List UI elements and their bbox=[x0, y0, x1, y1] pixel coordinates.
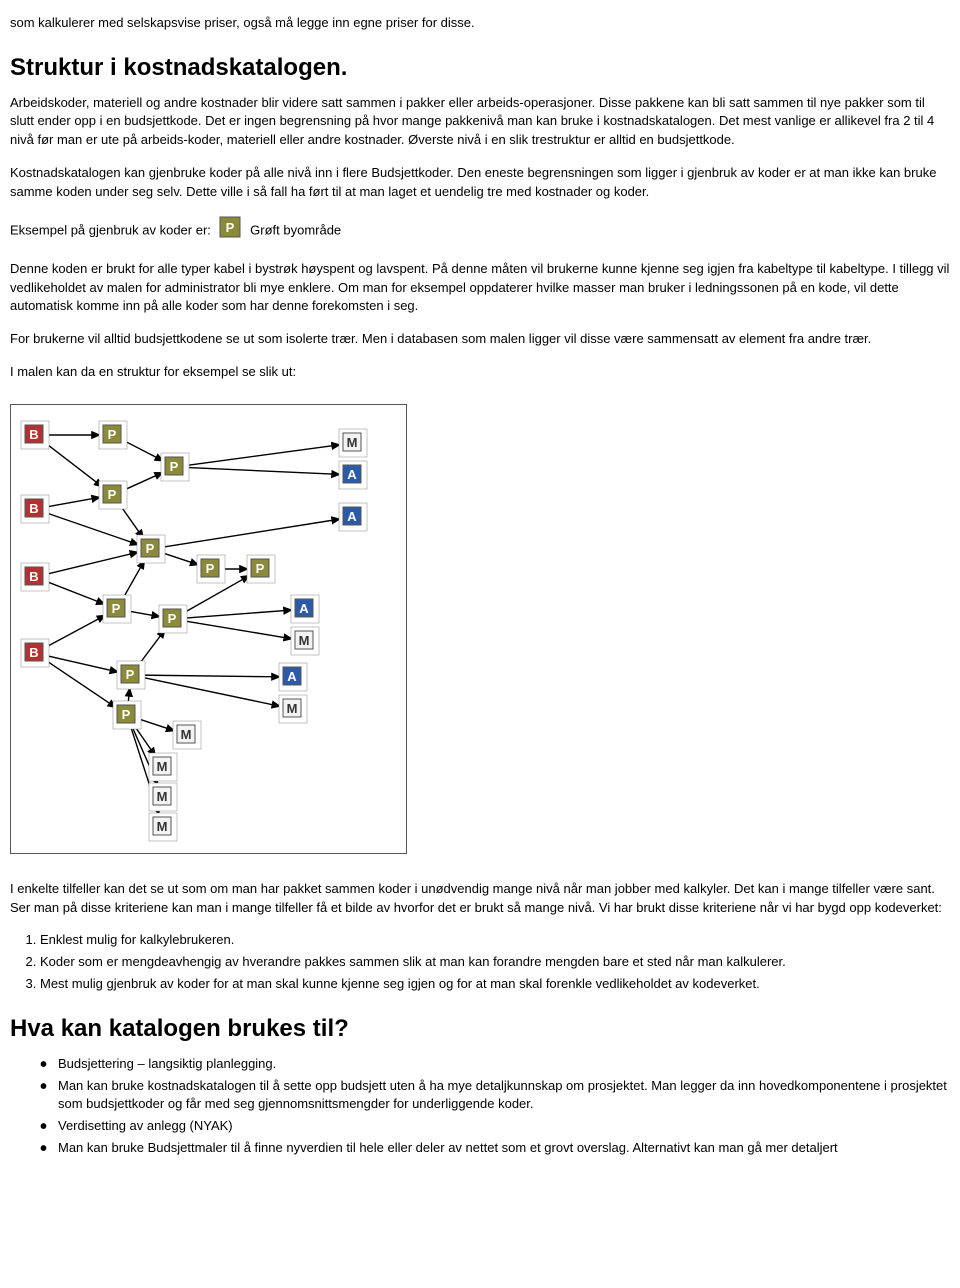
diagram-node-m1: M bbox=[339, 429, 367, 457]
svg-text:B: B bbox=[29, 645, 38, 660]
svg-text:P: P bbox=[206, 561, 215, 576]
diagram-node-m4: M bbox=[173, 721, 201, 749]
structure-diagram: BBBBPPPPPPPPPPMAAAMAMMMMM bbox=[10, 404, 407, 854]
uses-item-2: Man kan bruke kostnadskatalogen til å se… bbox=[40, 1077, 950, 1115]
heading-struktur: Struktur i kostnadskatalogen. bbox=[10, 51, 950, 86]
example-prefix: Eksempel på gjenbruk av koder er: bbox=[10, 222, 211, 237]
heading-hva-kan: Hva kan katalogen brukes til? bbox=[10, 1012, 950, 1047]
svg-text:M: M bbox=[299, 633, 310, 648]
para-struktur-5: I malen kan da en struktur for eksempel … bbox=[10, 363, 950, 382]
criteria-item-1: Enklest mulig for kalkylebrukeren. bbox=[40, 931, 950, 950]
para-struktur-3: Denne koden er brukt for alle typer kabe… bbox=[10, 260, 950, 317]
para-struktur-4: For brukerne vil alltid budsjettkodene s… bbox=[10, 330, 950, 349]
svg-text:P: P bbox=[122, 707, 131, 722]
diagram-node-p9: P bbox=[117, 661, 145, 689]
diagram-node-b2: B bbox=[21, 495, 49, 523]
svg-text:M: M bbox=[347, 435, 358, 450]
svg-text:P: P bbox=[108, 427, 117, 442]
diagram-node-b4: B bbox=[21, 639, 49, 667]
diagram-node-a2: A bbox=[339, 503, 367, 531]
svg-text:B: B bbox=[29, 501, 38, 516]
diagram-node-p7: P bbox=[103, 595, 131, 623]
svg-text:P: P bbox=[126, 667, 135, 682]
diagram-node-p1: P bbox=[99, 421, 127, 449]
diagram-node-a1: A bbox=[339, 461, 367, 489]
svg-text:A: A bbox=[347, 509, 357, 524]
diagram-node-b1: B bbox=[21, 421, 49, 449]
svg-text:A: A bbox=[287, 669, 297, 684]
criteria-item-2: Koder som er mengdeavhengig av hverandre… bbox=[40, 953, 950, 972]
svg-text:A: A bbox=[299, 601, 309, 616]
svg-text:P: P bbox=[108, 487, 117, 502]
diagram-node-b3: B bbox=[21, 563, 49, 591]
example-suffix: Grøft byområde bbox=[250, 222, 341, 237]
diagram-node-p8: P bbox=[159, 605, 187, 633]
diagram-node-m6: M bbox=[149, 783, 177, 811]
uses-item-1: Budsjettering – langsiktig planlegging. bbox=[40, 1055, 950, 1074]
svg-text:P: P bbox=[225, 220, 234, 235]
diagram-node-a3: A bbox=[291, 595, 319, 623]
para-criteria-intro: I enkelte tilfeller kan det se ut som om… bbox=[10, 880, 950, 918]
svg-text:M: M bbox=[157, 759, 168, 774]
svg-text:B: B bbox=[29, 427, 38, 442]
para-struktur-2: Kostnadskatalogen kan gjenbruke koder på… bbox=[10, 164, 950, 202]
diagram-node-p10: P bbox=[113, 701, 141, 729]
diagram-node-m3: M bbox=[279, 695, 307, 723]
diagram-node-p5: P bbox=[197, 555, 225, 583]
svg-text:M: M bbox=[181, 727, 192, 742]
diagram-node-a4: A bbox=[279, 663, 307, 691]
para-struktur-1: Arbeidskoder, materiell og andre kostnad… bbox=[10, 94, 950, 151]
svg-text:B: B bbox=[29, 569, 38, 584]
para-example: Eksempel på gjenbruk av koder er: P Grøf… bbox=[10, 216, 950, 246]
svg-text:M: M bbox=[157, 789, 168, 804]
diagram-node-p6: P bbox=[247, 555, 275, 583]
uses-item-3: Verdisetting av anlegg (NYAK) bbox=[40, 1117, 950, 1136]
intro-text: som kalkulerer med selskapsvise priser, … bbox=[10, 14, 950, 33]
diagram-node-m5: M bbox=[149, 753, 177, 781]
criteria-list: Enklest mulig for kalkylebrukeren. Koder… bbox=[40, 931, 950, 994]
svg-text:P: P bbox=[256, 561, 265, 576]
p-icon: P bbox=[219, 216, 243, 246]
criteria-item-3: Mest mulig gjenbruk av koder for at man … bbox=[40, 975, 950, 994]
svg-text:M: M bbox=[287, 701, 298, 716]
diagram-node-p2: P bbox=[99, 481, 127, 509]
uses-item-4: Man kan bruke Budsjettmaler til å finne … bbox=[40, 1139, 950, 1158]
uses-list: Budsjettering – langsiktig planlegging. … bbox=[40, 1055, 950, 1158]
svg-text:P: P bbox=[146, 541, 155, 556]
svg-text:P: P bbox=[112, 601, 121, 616]
diagram-node-p4: P bbox=[137, 535, 165, 563]
svg-text:M: M bbox=[157, 819, 168, 834]
diagram-node-p3: P bbox=[161, 453, 189, 481]
diagram-node-m7: M bbox=[149, 813, 177, 841]
svg-text:P: P bbox=[168, 611, 177, 626]
svg-text:P: P bbox=[170, 459, 179, 474]
diagram-node-m2: M bbox=[291, 627, 319, 655]
svg-text:A: A bbox=[347, 467, 357, 482]
